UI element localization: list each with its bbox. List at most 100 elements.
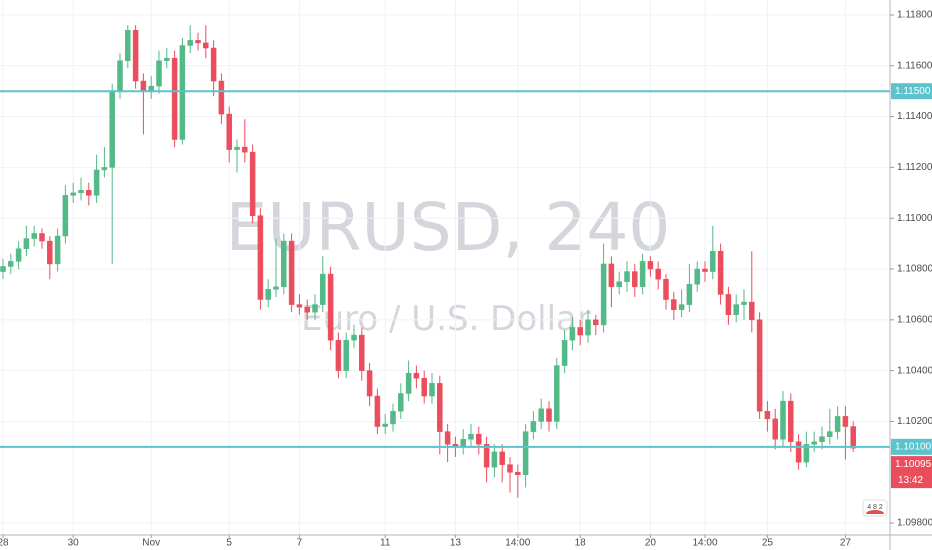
y-tick-label: 1.09800: [897, 518, 932, 529]
candle-body: [780, 400, 786, 440]
y-tick-label: 1.11200: [897, 162, 932, 173]
x-tick-label: 28: [0, 538, 9, 549]
candle-body: [671, 299, 677, 310]
candle-body: [132, 29, 139, 82]
candle-body: [811, 441, 817, 445]
candle-body: [234, 146, 240, 150]
candle-body: [171, 57, 178, 140]
candle-body: [382, 423, 388, 427]
candle-body: [491, 451, 498, 468]
y-tick-label: 1.11800: [897, 10, 932, 21]
candle-body: [39, 233, 45, 242]
candle-body: [522, 431, 529, 476]
candle-body: [54, 235, 61, 265]
candle-body: [210, 47, 217, 82]
candle-body: [733, 304, 739, 316]
candle-body: [218, 80, 225, 115]
y-tick-label: 1.10400: [897, 365, 932, 376]
candle-body: [125, 29, 131, 61]
candle-body: [694, 268, 700, 285]
candle-body: [226, 113, 232, 150]
x-tick-label: 7: [297, 538, 303, 549]
x-tick-label: 14:00: [692, 538, 717, 549]
candle-body: [585, 319, 591, 336]
candle-body: [460, 438, 466, 448]
candle-body: [390, 411, 396, 425]
candle-body: [476, 433, 482, 445]
candle-body: [608, 263, 615, 288]
candle-body: [647, 261, 654, 270]
candle-body: [725, 294, 732, 316]
candle-body: [624, 271, 630, 282]
candle-body: [561, 339, 568, 366]
candle-body: [741, 301, 747, 305]
candle-body: [756, 319, 763, 412]
x-tick-label: 14:00: [505, 538, 530, 549]
candle-body: [312, 304, 318, 313]
x-tick-label: Nov: [142, 538, 160, 549]
candle-body: [593, 319, 599, 326]
candle-body: [70, 192, 76, 196]
candle-body: [203, 42, 209, 49]
candle-body: [0, 266, 6, 272]
candle-body: [639, 261, 646, 288]
candle-body: [47, 240, 53, 265]
candle-body: [764, 411, 771, 420]
badge-label: 4 8 2: [867, 504, 883, 511]
x-tick-label: 11: [380, 538, 391, 549]
candle-body: [850, 426, 856, 449]
candle-body: [351, 334, 357, 341]
y-tick-label: 1.11600: [897, 60, 932, 71]
candle-body: [101, 167, 108, 171]
candle-body: [749, 301, 755, 321]
candle-body: [335, 339, 342, 371]
candle-body: [86, 190, 92, 196]
candle-body: [554, 365, 560, 422]
candle-body: [429, 383, 435, 397]
candle-body: [515, 472, 521, 476]
candle-body: [78, 190, 84, 194]
y-tick-label: 1.10600: [897, 314, 932, 325]
candle-body: [717, 250, 724, 295]
candle-body: [265, 289, 271, 300]
price-label-box: [891, 438, 932, 455]
candle-body: [600, 263, 607, 326]
x-tick-label: 5: [226, 538, 232, 549]
candle-body: [15, 248, 22, 262]
candle-body: [249, 151, 256, 216]
candle-body: [803, 444, 810, 463]
candle-body: [62, 195, 69, 237]
candle-body: [468, 433, 474, 440]
candle-body: [483, 444, 490, 468]
badge-flag: [866, 510, 884, 514]
candle-body: [405, 372, 412, 394]
countdown-label: 13:42: [898, 475, 923, 486]
candle-body: [421, 378, 427, 397]
candle-body: [288, 240, 295, 305]
y-tick-label: 1.11000: [897, 213, 932, 224]
candle-body: [795, 441, 802, 463]
candle-body: [23, 238, 30, 249]
candle-body: [273, 286, 279, 290]
candle-body: [413, 372, 420, 379]
candle-body: [437, 383, 443, 432]
candle-body: [195, 40, 201, 44]
price-label: 1.10100: [895, 441, 932, 452]
candle-body: [538, 408, 544, 422]
candle-body: [140, 80, 147, 92]
candle-body: [530, 421, 537, 432]
candle-body: [296, 304, 303, 308]
candle-body: [546, 408, 552, 422]
x-tick-label: 30: [68, 538, 80, 549]
price-label-box: [891, 83, 932, 100]
x-tick-label: 13: [450, 538, 462, 549]
candle-body: [827, 431, 833, 437]
candle-body: [663, 278, 669, 300]
y-tick-label: 1.11400: [897, 111, 932, 122]
candle-body: [772, 418, 778, 440]
candle-body: [257, 215, 264, 300]
candle-body: [31, 233, 37, 239]
candle-body: [179, 45, 186, 140]
candle-body: [304, 306, 310, 313]
